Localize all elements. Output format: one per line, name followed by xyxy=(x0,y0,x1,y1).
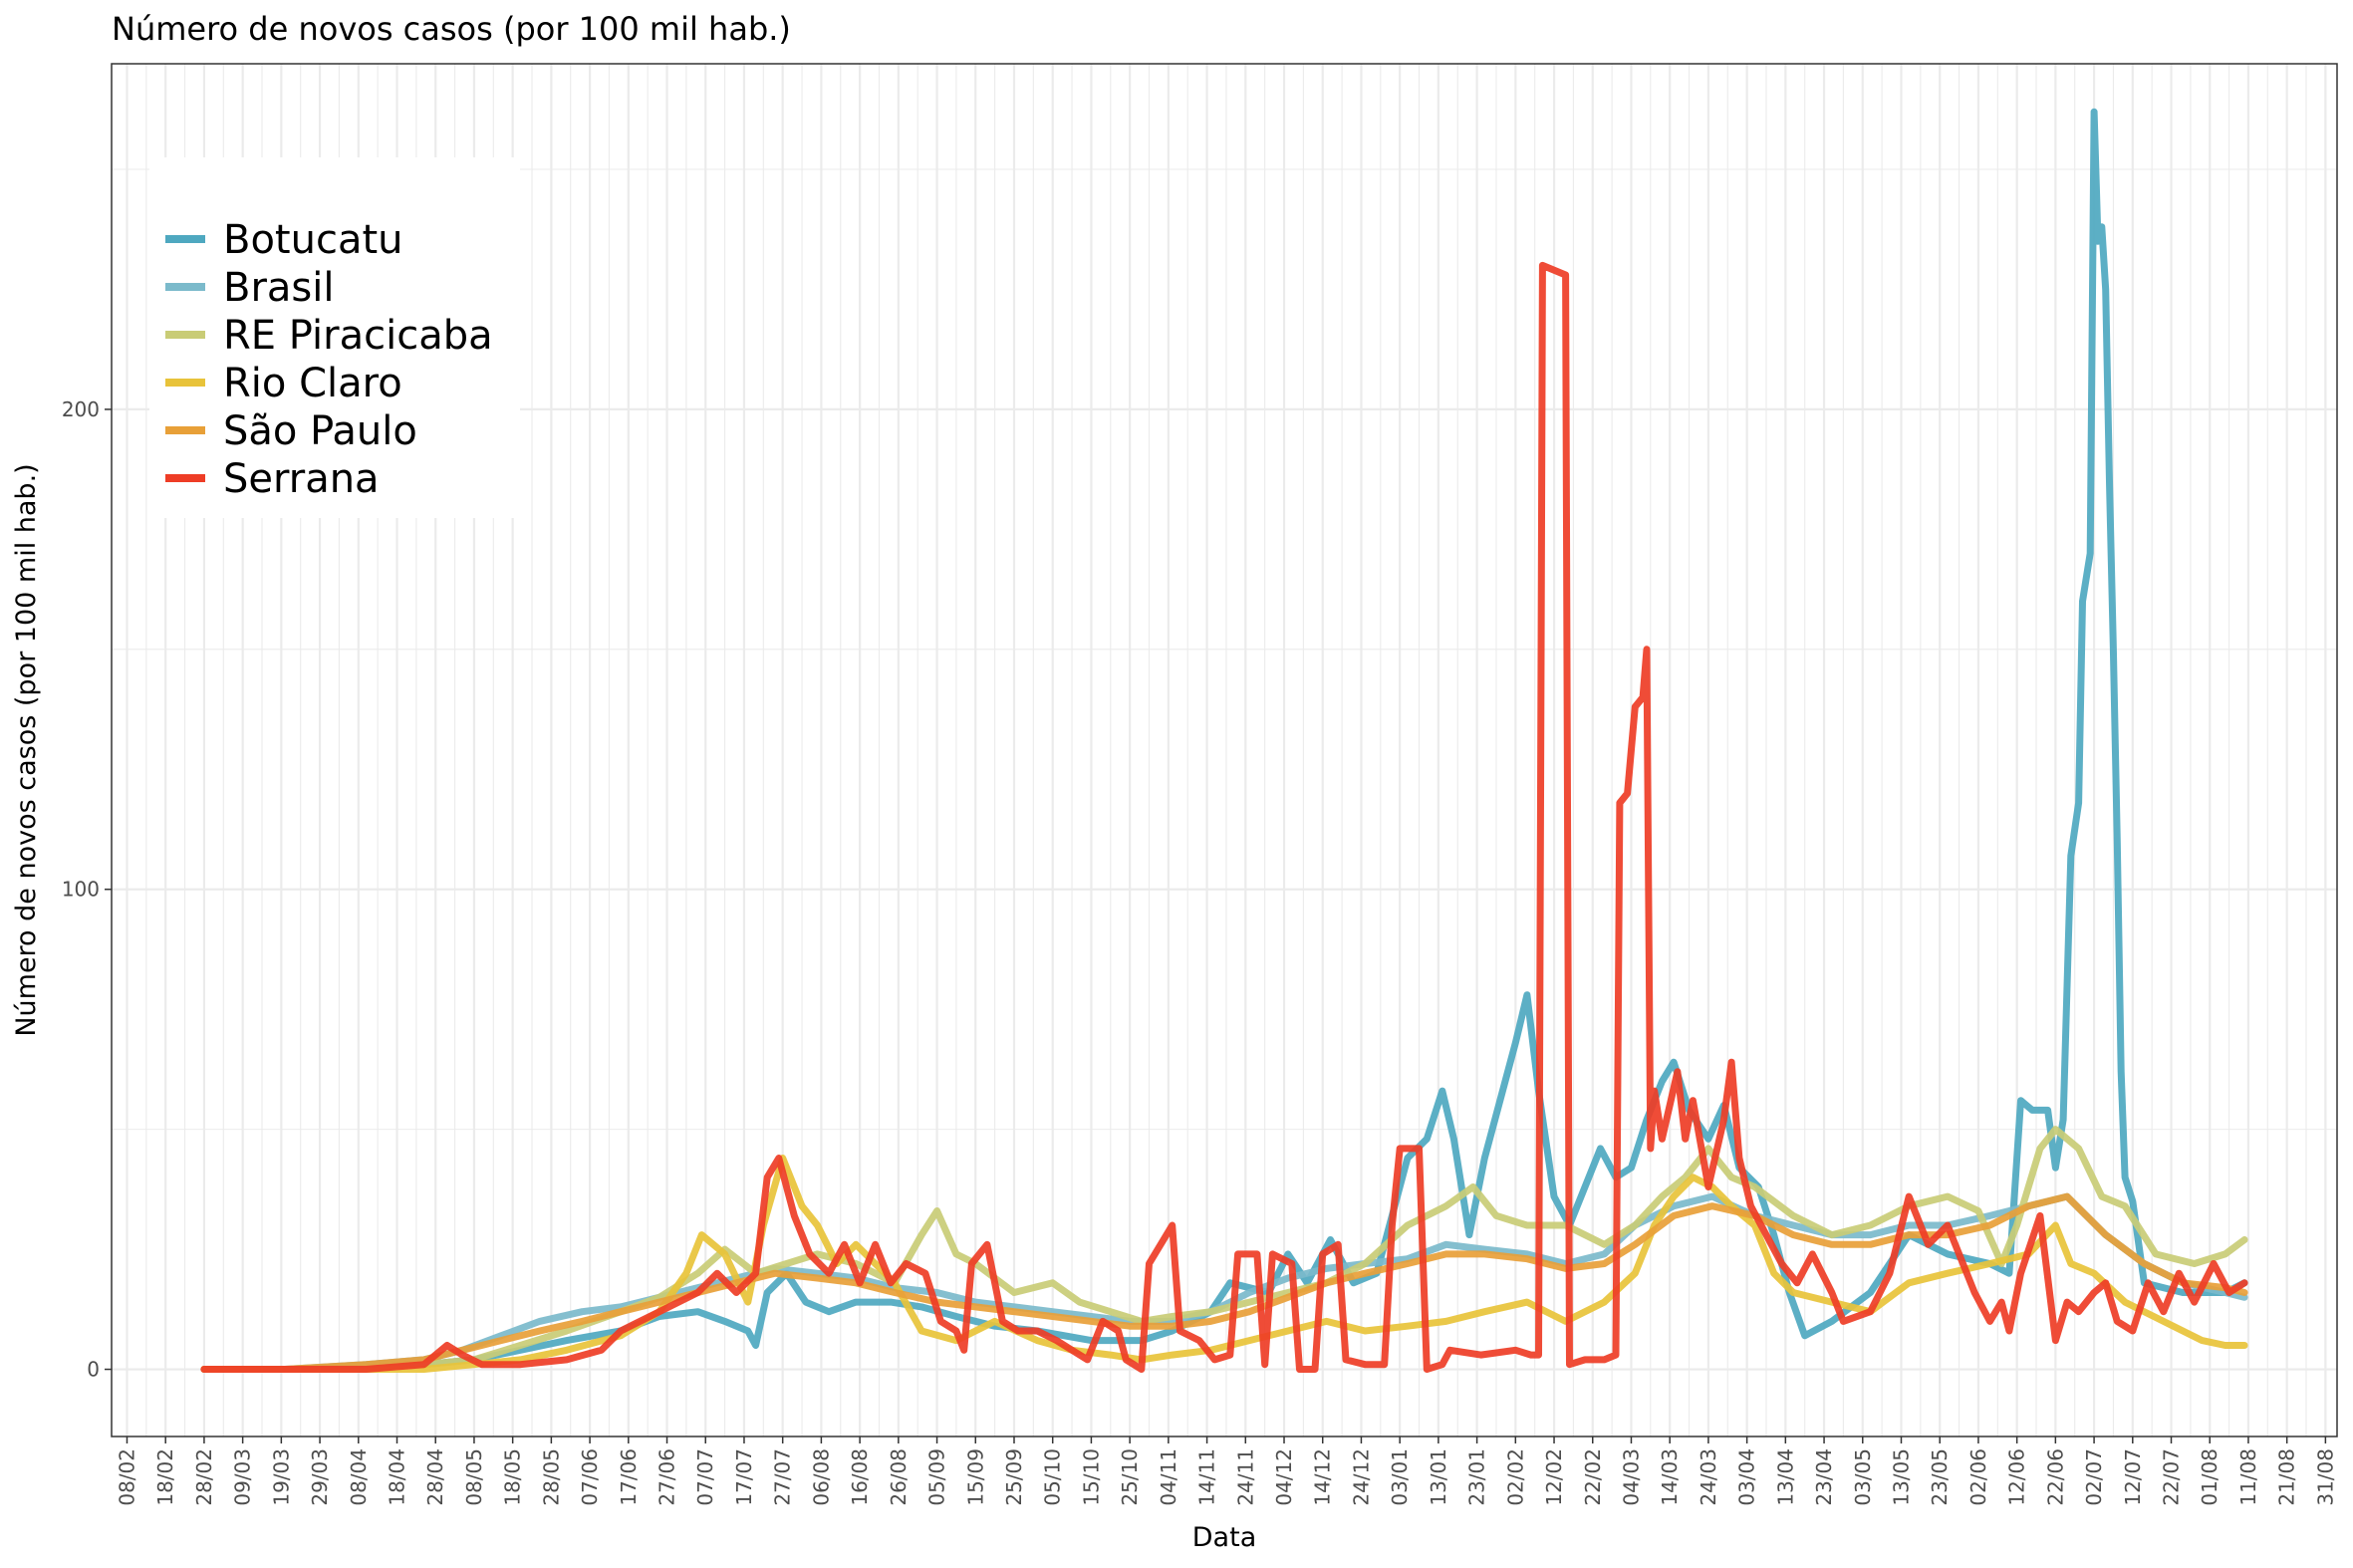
x-tick-label: 14/03 xyxy=(1658,1448,1682,1506)
x-tick-label: 03/04 xyxy=(1735,1448,1759,1506)
x-tick-label: 27/06 xyxy=(655,1448,679,1506)
y-tick-label: 200 xyxy=(62,397,100,421)
y-tick-label: 0 xyxy=(87,1358,100,1382)
x-tick-label: 22/06 xyxy=(2043,1448,2067,1506)
x-tick-label: 09/03 xyxy=(231,1448,255,1506)
series-line-rio-claro xyxy=(200,1155,2248,1373)
x-tick-label: 06/08 xyxy=(809,1448,833,1506)
x-tick-label: 05/09 xyxy=(925,1448,949,1506)
x-tick-label: 15/10 xyxy=(1079,1448,1103,1506)
x-tick-label: 08/02 xyxy=(115,1448,138,1506)
plot-panel-border xyxy=(111,63,2338,1437)
x-tick-label: 08/04 xyxy=(347,1448,371,1506)
x-tick-label: 23/01 xyxy=(1465,1448,1489,1506)
x-tick-label: 17/07 xyxy=(732,1448,756,1506)
x-tick-label: 03/05 xyxy=(1851,1448,1875,1506)
legend-label-re-piracicaba: RE Piracicaba xyxy=(223,313,493,359)
x-tick-label: 22/02 xyxy=(1581,1448,1605,1506)
x-tick-label: 31/08 xyxy=(2313,1448,2337,1506)
x-tick-label: 03/01 xyxy=(1388,1448,1412,1506)
x-tick-label: 16/08 xyxy=(848,1448,872,1506)
legend-label-brasil: Brasil xyxy=(223,265,334,311)
x-tick-label: 12/06 xyxy=(2005,1448,2029,1506)
legend-label-rio-claro: Rio Claro xyxy=(223,361,402,406)
x-tick-label: 13/04 xyxy=(1773,1448,1797,1506)
x-tick-label: 02/06 xyxy=(1966,1448,1990,1506)
x-tick-label: 02/07 xyxy=(2082,1448,2106,1506)
series-lines xyxy=(200,108,2248,1373)
y-axis: 0 100 200 xyxy=(62,397,112,1382)
x-tick-label: 01/08 xyxy=(2198,1448,2222,1506)
x-tick-label: 22/07 xyxy=(2160,1448,2184,1506)
x-tick-label: 07/07 xyxy=(693,1448,717,1506)
y-tick-label: 100 xyxy=(62,878,100,902)
x-tick-label: 12/02 xyxy=(1542,1448,1566,1506)
x-tick-label: 26/08 xyxy=(887,1448,911,1506)
x-tick-label: 07/06 xyxy=(578,1448,602,1506)
x-tick-label: 14/11 xyxy=(1195,1448,1219,1506)
x-tick-label: 08/05 xyxy=(462,1448,486,1506)
x-tick-label: 28/05 xyxy=(539,1448,563,1506)
x-tick-label: 29/03 xyxy=(308,1448,332,1506)
legend-background xyxy=(149,157,520,518)
x-tick-label: 04/11 xyxy=(1157,1448,1180,1506)
x-tick-label: 18/04 xyxy=(386,1448,409,1506)
series-line-botucatu xyxy=(200,108,2248,1373)
x-tick-label: 21/08 xyxy=(2275,1448,2299,1506)
x-axis-title: Data xyxy=(1192,1522,1256,1553)
x-tick-label: 24/11 xyxy=(1233,1448,1257,1506)
x-tick-label: 13/01 xyxy=(1427,1448,1450,1506)
x-tick-label: 27/07 xyxy=(771,1448,795,1506)
x-tick-label: 18/02 xyxy=(153,1448,177,1506)
x-tick-label: 18/05 xyxy=(501,1448,525,1506)
chart-title: Número de novos casos (por 100 mil hab.) xyxy=(112,10,791,48)
x-tick-label: 04/03 xyxy=(1619,1448,1643,1506)
x-tick-label: 15/09 xyxy=(963,1448,987,1506)
x-tick-label: 19/03 xyxy=(269,1448,293,1506)
x-tick-label: 14/12 xyxy=(1311,1448,1335,1506)
x-tick-label: 02/02 xyxy=(1503,1448,1527,1506)
x-tick-label: 28/04 xyxy=(423,1448,447,1506)
x-axis: 08/02 18/02 28/02 09/03 19/03 29/03 08/04 18/04… xyxy=(115,1437,2337,1506)
x-tick-label: 25/10 xyxy=(1118,1448,1142,1506)
legend-label-sao-paulo: São Paulo xyxy=(223,408,417,454)
x-tick-label: 23/04 xyxy=(1812,1448,1836,1506)
x-tick-label: 12/07 xyxy=(2121,1448,2145,1506)
x-tick-label: 11/08 xyxy=(2236,1448,2260,1506)
x-tick-label: 24/12 xyxy=(1349,1448,1373,1506)
x-tick-label: 04/12 xyxy=(1272,1448,1296,1506)
x-tick-label: 28/02 xyxy=(192,1448,216,1506)
x-tick-label: 25/09 xyxy=(1002,1448,1026,1506)
x-tick-label: 23/05 xyxy=(1928,1448,1952,1506)
x-tick-label: 17/06 xyxy=(617,1448,641,1506)
legend-label-botucatu: Botucatu xyxy=(223,217,403,263)
x-tick-label: 24/03 xyxy=(1697,1448,1720,1506)
x-tick-label: 05/10 xyxy=(1041,1448,1065,1506)
series-line-serrana xyxy=(200,261,2248,1373)
legend-label-serrana: Serrana xyxy=(223,456,380,502)
x-tick-label: 13/05 xyxy=(1889,1448,1913,1506)
y-axis-title: Número de novos casos (por 100 mil hab.) xyxy=(11,463,42,1036)
